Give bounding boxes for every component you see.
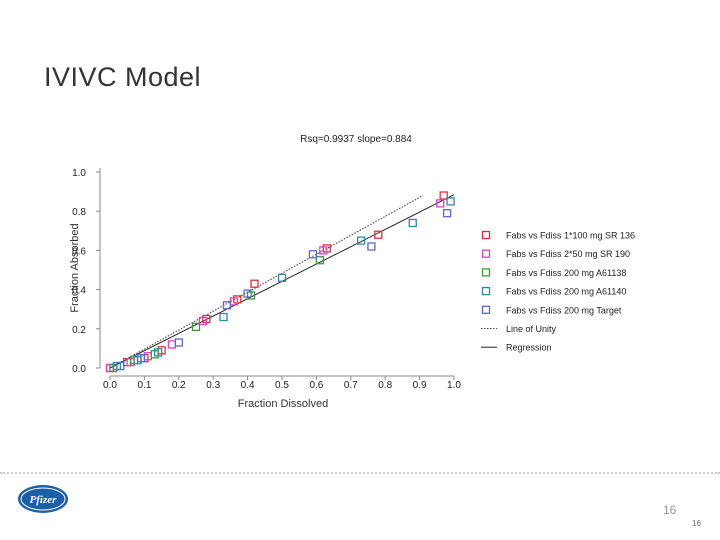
x-tick-label: 0.0: [103, 380, 117, 391]
data-point: [367, 242, 376, 251]
data-point: [243, 289, 252, 298]
y-tick-label: 0.2: [72, 325, 86, 336]
line-of-unity: [109, 195, 424, 369]
legend-marker: [481, 286, 491, 296]
x-tick-label: 0.9: [413, 380, 427, 391]
data-point: [154, 348, 163, 357]
data-point: [277, 273, 287, 282]
x-tick-label: 0.6: [309, 380, 323, 391]
legend-marker: [481, 305, 491, 314]
data-point: [436, 199, 445, 208]
data-point: [446, 197, 455, 206]
y-tick-label: 0.4: [72, 286, 86, 297]
legend-label: Fabs vs Fdiss 2*50 mg SR 190: [506, 249, 630, 259]
x-tick-label: 0.4: [241, 380, 255, 391]
chart-legend: Fabs vs Fdiss 1*100 mg SR 136 Fabs vs Fdi…: [481, 231, 635, 353]
x-tick-label: 0.3: [206, 380, 220, 391]
legend-label: Regression: [506, 343, 552, 353]
page-number-small: 16: [692, 519, 701, 528]
legend-label: Fabs vs Fdiss 200 mg Target: [506, 305, 622, 315]
legend-label: Fabs vs Fdiss 200 mg A61138: [506, 268, 626, 278]
legend-marker: [481, 230, 491, 240]
y-tick-label: 1.0: [72, 168, 86, 179]
pfizer-logo: Pfizer: [18, 485, 68, 513]
data-point: [222, 301, 232, 310]
legend-label: Line of Unity: [506, 324, 557, 334]
data-point: [116, 361, 125, 371]
chart: 0.0 0.1 0.2 0.3 0.4 0.5 0.6 0.7 0.8 0.9 1.0 0.0 0.2 0…: [69, 134, 635, 410]
y-tick-label: 0.6: [72, 246, 86, 257]
data-point: [174, 338, 183, 347]
chart-axes: 0.0 0.1 0.2 0.3 0.4 0.5 0.6 0.7 0.8 0.9 1.0 0.0 0.2 0…: [72, 168, 461, 391]
data-point: [408, 218, 417, 228]
x-tick-label: 0.8: [378, 380, 392, 391]
slide-title: IVIVC Model: [44, 62, 202, 92]
legend-marker: [481, 249, 491, 258]
x-axis-label: Fraction Dissolved: [238, 398, 328, 410]
data-point: [442, 209, 452, 218]
data-point: [308, 250, 318, 259]
y-tick-label: 0.0: [72, 364, 86, 375]
data-point: [374, 230, 383, 239]
data-point: [136, 354, 146, 363]
x-tick-label: 0.5: [275, 380, 289, 391]
legend-label: Fabs vs Fdiss 200 mg A61140: [506, 287, 626, 297]
chart-points: [105, 191, 455, 373]
data-point: [356, 236, 366, 245]
legend-marker: [481, 268, 491, 277]
data-point: [315, 256, 324, 265]
data-point: [198, 316, 208, 326]
data-point: [191, 322, 201, 331]
data-point: [439, 191, 448, 200]
y-axis-label: Fraction Absorbed: [69, 223, 81, 312]
x-tick-label: 0.7: [344, 380, 358, 391]
x-tick-label: 0.1: [137, 380, 151, 391]
legend-label: Fabs vs Fdiss 1*100 mg SR 136: [506, 231, 635, 241]
page-number: 16: [663, 503, 677, 517]
logo-text: Pfizer: [30, 494, 58, 506]
footer-divider: [0, 472, 720, 474]
data-point: [219, 312, 228, 322]
data-point: [250, 279, 259, 288]
x-tick-label: 0.2: [172, 380, 186, 391]
x-tick-label: 1.0: [447, 380, 461, 391]
y-tick-label: 0.8: [72, 207, 86, 218]
chart-title: Rsq=0.9937 slope=0.884: [300, 134, 412, 145]
data-point: [167, 340, 177, 349]
data-point: [319, 246, 328, 255]
